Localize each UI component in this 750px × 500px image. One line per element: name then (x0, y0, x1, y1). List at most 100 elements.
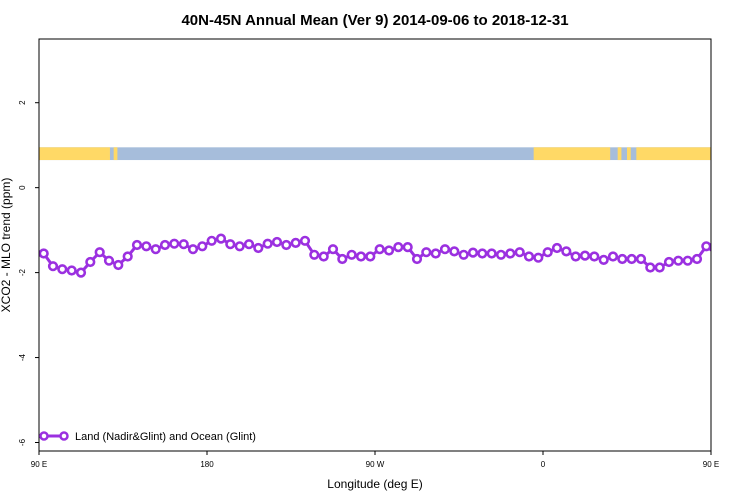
data-point (514, 247, 525, 258)
x-axis-label: Longitude (deg E) (327, 477, 422, 491)
data-point (159, 239, 171, 251)
land-segment (617, 147, 622, 161)
data-point (691, 253, 703, 265)
series-layer (39, 233, 748, 278)
x-tick-label: 0 (541, 460, 546, 469)
data-point (505, 248, 516, 259)
data-point (281, 239, 292, 251)
y-axis-label: XCO2 - MLO trend (ppm) (0, 178, 13, 313)
land-segment (746, 147, 748, 160)
x-tick-label: 180 (200, 460, 214, 469)
data-point (346, 249, 357, 260)
land-segment (627, 147, 631, 161)
land-ocean-strip (39, 147, 748, 161)
data-point (271, 236, 283, 248)
data-point (141, 241, 152, 252)
data-point (682, 255, 693, 266)
data-point (607, 251, 619, 262)
data-point (570, 251, 581, 262)
data-point (731, 265, 739, 273)
legend-marker-right (59, 431, 69, 441)
y-tick-label: 2 (18, 100, 27, 105)
data-point (85, 256, 96, 268)
data-point (178, 239, 189, 250)
data-point (439, 244, 451, 255)
data-point (309, 249, 320, 260)
data-point (337, 253, 348, 265)
data-point (701, 241, 711, 252)
y-ticks: 2 0 -2 -4 -6 (18, 100, 39, 446)
data-point (721, 261, 729, 269)
data-point (355, 251, 367, 262)
land-segment (533, 147, 611, 161)
data-point (449, 246, 460, 257)
data-point (740, 267, 748, 275)
chart-title: 40N-45N Annual Mean (Ver 9) 2014-09-06 t… (181, 12, 568, 29)
data-point (561, 246, 572, 257)
data-point (253, 242, 264, 254)
data-point (75, 267, 87, 278)
data-point (39, 248, 49, 259)
data-point (66, 265, 77, 276)
x-ticks: 90 E 180 90 W 0 90 E (31, 451, 719, 469)
data-point (430, 248, 441, 259)
data-point (113, 259, 124, 271)
x-tick-label: 90 E (31, 460, 47, 469)
data-point (402, 242, 413, 253)
legend-marker-left (39, 431, 49, 441)
data-point (710, 251, 711, 256)
data-point (327, 244, 339, 255)
data-point (206, 235, 217, 246)
data-point (393, 242, 404, 253)
x-tick-label: 90 E (703, 460, 719, 469)
data-point (411, 253, 423, 265)
land-segment (39, 147, 110, 161)
data-point (197, 241, 208, 252)
data-point (318, 251, 329, 262)
data-point (542, 247, 553, 258)
data-point (645, 262, 656, 273)
y-tick-label: -2 (18, 269, 27, 277)
data-point (365, 251, 376, 262)
data-point (589, 251, 600, 262)
data-point (215, 233, 227, 244)
land-segment (113, 147, 118, 161)
data-point (523, 251, 535, 262)
data-point (673, 255, 684, 266)
data-point (421, 247, 432, 258)
data-point (626, 253, 637, 265)
data-point (383, 245, 395, 256)
data-point (150, 244, 161, 255)
data-point (290, 237, 301, 248)
data-point (94, 247, 105, 258)
data-point (635, 253, 647, 265)
legend: Land (Nadir&Glint) and Ocean (Glint) (39, 431, 256, 443)
x-tick-label: 90 W (366, 460, 385, 469)
data-point (477, 248, 488, 259)
data-point (47, 261, 59, 272)
data-point (495, 249, 507, 260)
y-tick-label: -6 (18, 438, 27, 446)
y-tick-label: 0 (18, 185, 27, 190)
land-segment (636, 147, 711, 161)
data-point (533, 252, 544, 263)
legend-label: Land (Nadir&Glint) and Ocean (Glint) (75, 431, 256, 443)
data-point (458, 249, 469, 260)
data-point (57, 264, 68, 275)
data-point (374, 244, 385, 255)
data-point (551, 242, 563, 254)
data-point (617, 253, 628, 265)
data-point (262, 238, 273, 249)
data-point (654, 262, 665, 273)
data-point (598, 254, 609, 266)
data-point (579, 250, 591, 261)
data-point (486, 248, 497, 259)
data-point (187, 244, 199, 255)
data-point (169, 238, 180, 249)
data-point (663, 256, 675, 268)
data-point (234, 241, 245, 252)
data-point (131, 239, 143, 251)
data-point (299, 235, 311, 246)
data-point (122, 251, 133, 262)
data-point (103, 255, 115, 266)
